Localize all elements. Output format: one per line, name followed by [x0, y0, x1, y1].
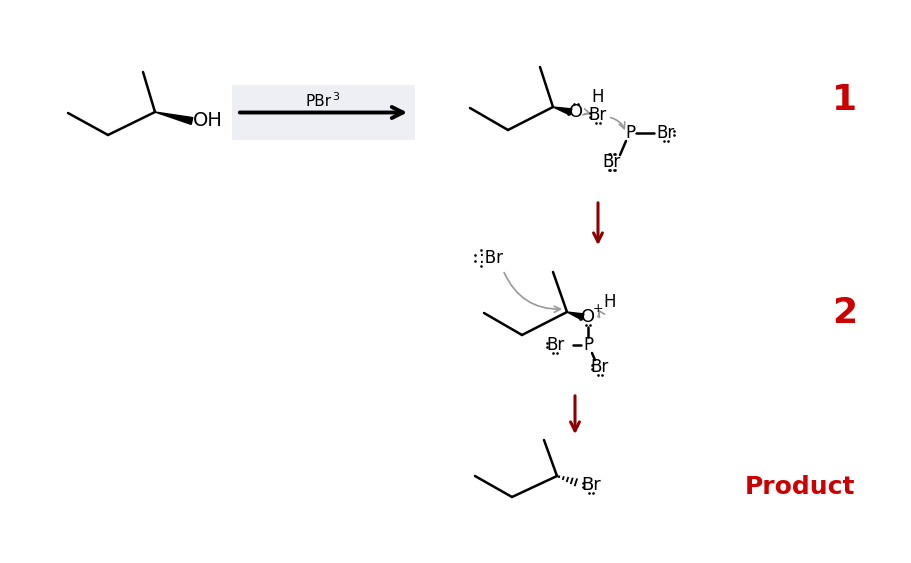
Text: Br: Br	[591, 358, 609, 376]
Text: OH: OH	[193, 111, 223, 131]
Text: Br: Br	[657, 124, 675, 142]
Text: O: O	[581, 308, 595, 326]
Bar	[232, 85, 415, 140]
Text: Br: Br	[589, 106, 607, 124]
Text: PBr: PBr	[305, 93, 332, 109]
Text: Br: Br	[603, 153, 621, 171]
Text: 2: 2	[833, 296, 857, 330]
Text: 1: 1	[833, 83, 857, 117]
Text: H: H	[604, 293, 616, 311]
Polygon shape	[567, 312, 584, 320]
Text: 3: 3	[332, 92, 339, 102]
Text: Br: Br	[546, 336, 564, 354]
Text: P: P	[625, 124, 635, 142]
Text: Product: Product	[745, 475, 855, 499]
Polygon shape	[155, 112, 193, 124]
Text: P: P	[583, 336, 593, 354]
Text: +: +	[593, 302, 603, 315]
Text: H: H	[592, 88, 604, 106]
Text: O: O	[569, 103, 583, 121]
Text: :Br: :Br	[479, 249, 503, 267]
Text: Br: Br	[581, 476, 601, 494]
Polygon shape	[553, 107, 572, 115]
